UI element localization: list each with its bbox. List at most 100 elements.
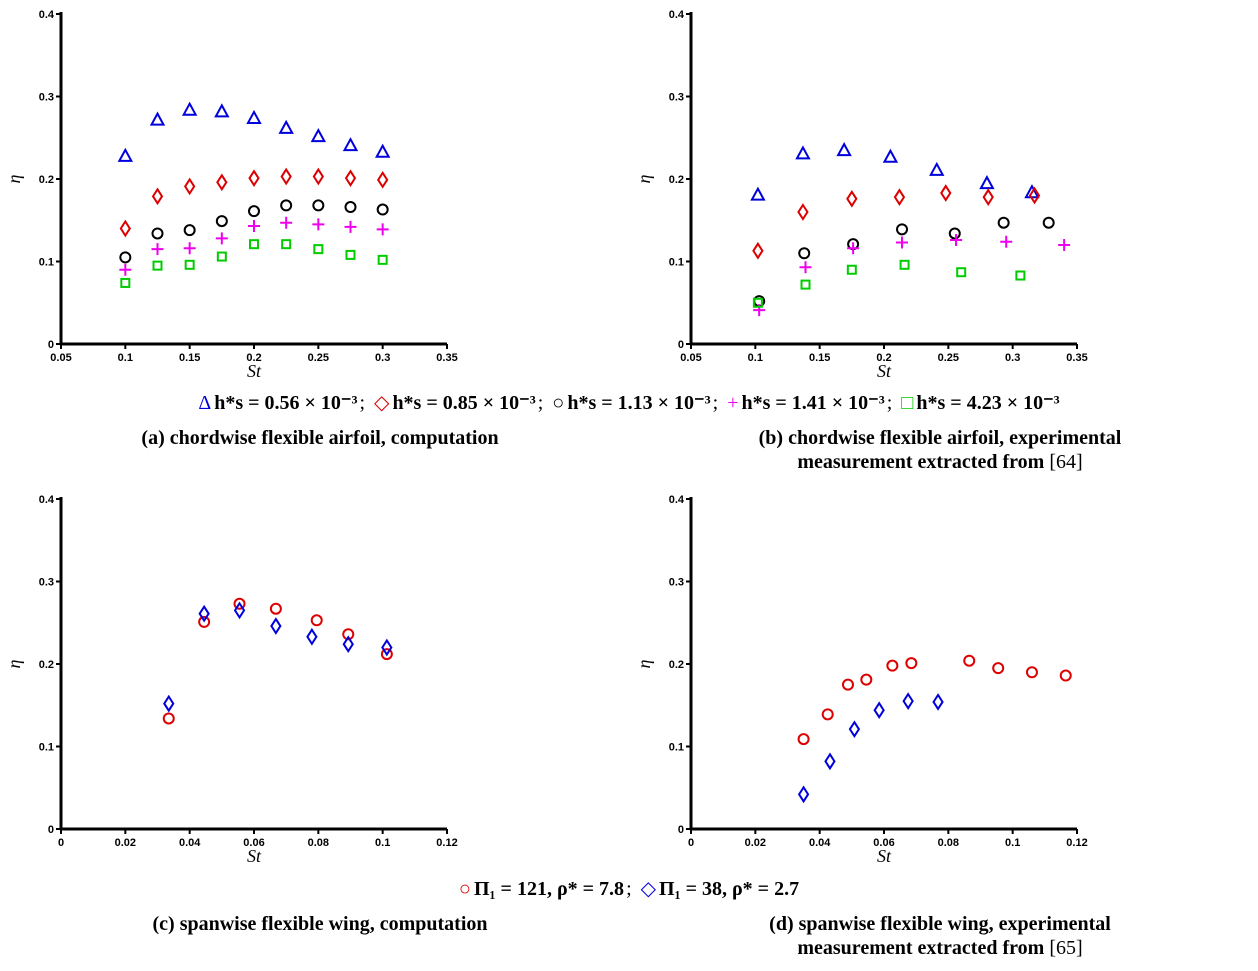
diamond-marker (846, 189, 858, 208)
square-marker (846, 264, 857, 275)
circle-marker (886, 659, 899, 672)
diamond-marker (198, 604, 210, 623)
x-tick-label: 0.02 (745, 837, 766, 849)
y-tick-label: 0 (48, 339, 54, 351)
diamond-marker (306, 627, 318, 646)
diamond-marker (183, 177, 196, 196)
diamond-marker (1028, 186, 1041, 205)
square-marker (377, 254, 388, 265)
chart-b: 0 0.1 0.2 0.3 0.4 0.05 0.1 0.15 0.2 0.25 0.3 0.35 St… (634, 9, 1088, 381)
caption-d-line1: (d) spanwise flexible wing, experimental (769, 913, 1111, 935)
diamond-marker (280, 167, 292, 186)
legend-entry: □ h*s = 4.23 × 10⁻³ (901, 392, 1059, 414)
diamond-marker (381, 638, 393, 657)
y-axis-label: η (634, 174, 654, 183)
x-tick-label: 0.1 (748, 352, 763, 364)
plus-marker (183, 242, 196, 255)
x-tick-label: 0.1 (1005, 837, 1020, 849)
legend-separator: ; (359, 392, 366, 414)
chart-a: 0 0.1 0.2 0.3 0.4 0.05 0.1 0.15 0.2 0.25 0.3 0.35 St… (4, 9, 458, 381)
triangle-marker (342, 137, 359, 152)
plus-marker (215, 232, 228, 245)
plus-marker (119, 263, 132, 276)
diamond-marker (342, 635, 354, 654)
circle-marker (248, 205, 260, 218)
circle-marker-icon: ○ (552, 392, 565, 414)
legend-label: h*s = 0.56 × 10⁻³ (214, 392, 358, 414)
x-tick-label: 0.15 (809, 352, 830, 364)
x-tick-label: 0.12 (1066, 837, 1087, 849)
diamond-marker (848, 720, 861, 739)
square-marker-icon: □ (901, 392, 914, 414)
diamond-marker (312, 167, 325, 186)
x-tick-label: 0.05 (50, 352, 71, 364)
plus-marker (151, 243, 164, 256)
circle-marker (380, 648, 393, 661)
plus-marker (344, 220, 357, 233)
caption-d: (d) spanwise flexible wing, experimental… (660, 912, 1220, 960)
square-marker (281, 239, 292, 250)
chart-c: 0 0.1 0.2 0.3 0.4 0 0.02 0.04 0.06 0.08 0.1 0.12 St η (4, 494, 458, 866)
y-tick-label: 0.2 (669, 659, 684, 671)
x-axis-label: St (877, 846, 892, 866)
x-tick-label: 0.1 (375, 837, 390, 849)
square-marker (152, 260, 163, 271)
triangle-marker (310, 128, 327, 143)
circle-marker (312, 199, 325, 212)
triangle-marker (246, 109, 262, 124)
diamond-marker (376, 170, 389, 189)
x-tick-label: 0.04 (179, 837, 201, 849)
circle-marker (1025, 666, 1038, 679)
diamond-marker (893, 188, 906, 206)
y-tick-label: 0.3 (39, 92, 54, 104)
square-marker (800, 279, 811, 290)
diamond-marker (216, 173, 228, 192)
circle-marker (162, 712, 175, 725)
legend-entry: ○ h*s = 1.13 × 10⁻³ (552, 392, 710, 414)
legend-entry: ◇ h*s = 0.85 × 10⁻³ (374, 392, 536, 414)
legend-label: Π₁ = 121, ρ* = 7.8 (474, 878, 625, 900)
square-marker (184, 259, 195, 270)
circle-marker (860, 673, 873, 686)
circle-marker (896, 223, 909, 236)
y-tick-label: 0.3 (669, 92, 684, 104)
y-tick-label: 0.1 (39, 742, 54, 754)
plus-marker-icon: + (727, 392, 739, 414)
circle-marker (342, 628, 355, 641)
triangle-marker (117, 147, 134, 162)
y-tick-label: 0.3 (39, 577, 54, 589)
legend-label: h*s = 4.23 × 10⁻³ (916, 392, 1060, 414)
plus-marker (248, 220, 260, 233)
diamond-marker (797, 785, 810, 804)
x-tick-label: 0.08 (308, 837, 329, 849)
circle-marker (992, 662, 1005, 675)
square-marker (899, 259, 910, 270)
diamond-marker (344, 169, 357, 188)
triangle-marker (149, 111, 166, 126)
caption-a-text: (a) chordwise flexible airfoil, computat… (141, 427, 499, 449)
x-tick-label: 0.3 (375, 352, 390, 364)
diamond-marker-icon: ◇ (374, 392, 390, 414)
y-tick-label: 0.2 (669, 174, 684, 186)
x-tick-label: 0.06 (873, 837, 894, 849)
x-tick-label: 0.35 (1066, 352, 1087, 364)
y-tick-label: 0.4 (39, 9, 55, 21)
diamond-marker (902, 692, 914, 710)
square-marker (249, 239, 259, 250)
square-marker (752, 297, 763, 308)
caption-c-text: (c) spanwise flexible wing, computation (152, 913, 488, 935)
diamond-marker (982, 188, 994, 206)
circle-marker (1042, 216, 1055, 229)
square-marker (956, 267, 967, 278)
circle-marker (280, 199, 293, 212)
plus-marker (896, 236, 909, 249)
x-tick-label: 0.06 (243, 837, 264, 849)
circle-marker (119, 251, 132, 264)
square-marker (120, 277, 131, 288)
circle-marker (963, 654, 976, 667)
caption-d-line2: measurement extracted from [65] (660, 936, 1220, 960)
triangle-marker (836, 142, 852, 157)
circle-marker (1059, 669, 1072, 682)
plus-marker (950, 234, 963, 247)
x-tick-label: 0.3 (1005, 352, 1020, 364)
